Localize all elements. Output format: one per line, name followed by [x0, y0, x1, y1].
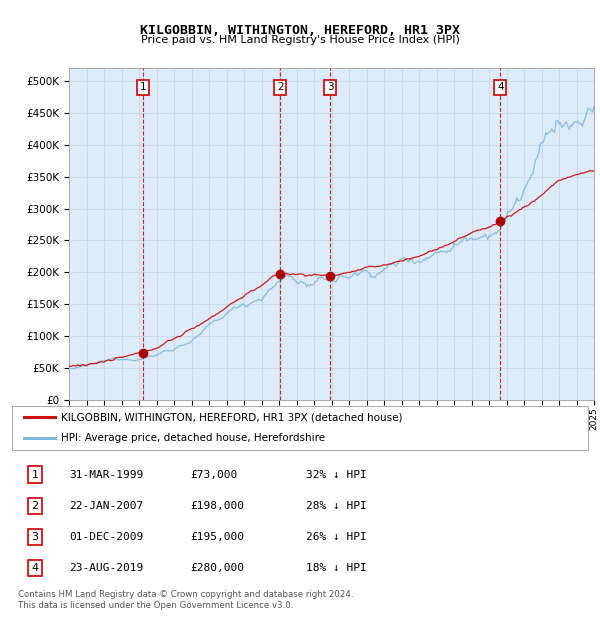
Text: 4: 4	[497, 82, 503, 92]
Text: KILGOBBIN, WITHINGTON, HEREFORD, HR1 3PX: KILGOBBIN, WITHINGTON, HEREFORD, HR1 3PX	[140, 24, 460, 37]
Text: £73,000: £73,000	[191, 469, 238, 480]
Text: 2: 2	[31, 501, 38, 511]
Text: £195,000: £195,000	[191, 532, 245, 542]
Text: 22-JAN-2007: 22-JAN-2007	[70, 501, 144, 511]
Text: 4: 4	[31, 564, 38, 574]
Text: 18% ↓ HPI: 18% ↓ HPI	[306, 564, 367, 574]
Text: 01-DEC-2009: 01-DEC-2009	[70, 532, 144, 542]
Text: HPI: Average price, detached house, Herefordshire: HPI: Average price, detached house, Here…	[61, 433, 325, 443]
Text: £280,000: £280,000	[191, 564, 245, 574]
Text: 31-MAR-1999: 31-MAR-1999	[70, 469, 144, 480]
Text: £198,000: £198,000	[191, 501, 245, 511]
Text: 32% ↓ HPI: 32% ↓ HPI	[306, 469, 367, 480]
Text: Price paid vs. HM Land Registry's House Price Index (HPI): Price paid vs. HM Land Registry's House …	[140, 35, 460, 45]
Text: 23-AUG-2019: 23-AUG-2019	[70, 564, 144, 574]
Text: Contains HM Land Registry data © Crown copyright and database right 2024.
This d: Contains HM Land Registry data © Crown c…	[18, 590, 353, 609]
Text: KILGOBBIN, WITHINGTON, HEREFORD, HR1 3PX (detached house): KILGOBBIN, WITHINGTON, HEREFORD, HR1 3PX…	[61, 412, 403, 422]
Text: 3: 3	[327, 82, 334, 92]
Text: 3: 3	[32, 532, 38, 542]
Text: 2: 2	[277, 82, 284, 92]
Text: 1: 1	[140, 82, 146, 92]
Text: 26% ↓ HPI: 26% ↓ HPI	[306, 532, 367, 542]
Text: 28% ↓ HPI: 28% ↓ HPI	[306, 501, 367, 511]
Text: 1: 1	[32, 469, 38, 480]
